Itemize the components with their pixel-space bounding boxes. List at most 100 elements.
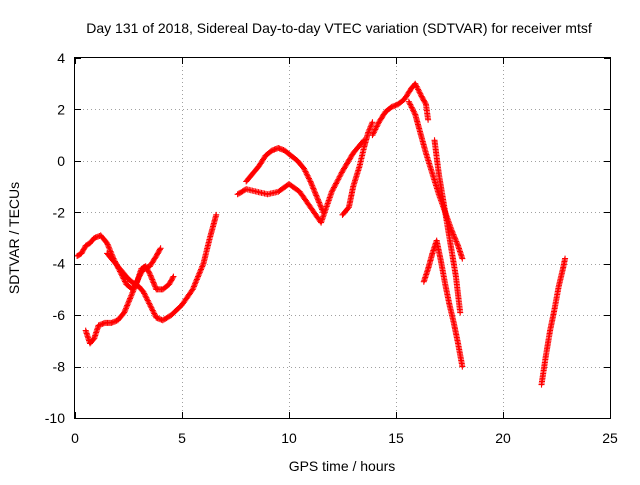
data-point <box>153 253 160 259</box>
data-point <box>338 170 345 177</box>
data-point <box>124 301 131 308</box>
data-point <box>105 242 112 249</box>
data-point <box>417 92 424 99</box>
data-point <box>312 191 319 198</box>
data-point <box>150 279 157 286</box>
data-point <box>156 246 163 253</box>
data-point <box>151 282 158 289</box>
data-point <box>167 278 174 285</box>
data-point <box>195 273 202 280</box>
data-point <box>80 246 87 253</box>
y-tick-label: -2 <box>53 204 66 220</box>
x-tick-label: 20 <box>495 430 511 446</box>
data-point <box>369 132 376 139</box>
data-point <box>169 276 176 283</box>
data-point <box>140 289 147 295</box>
data-point <box>407 103 414 109</box>
data-point <box>168 277 175 284</box>
data-point <box>417 90 424 97</box>
data-point <box>104 241 111 248</box>
data-point <box>199 262 206 269</box>
data-point <box>147 272 154 279</box>
data-point <box>78 250 85 257</box>
x-axis-label: GPS time / hours <box>289 458 396 474</box>
data-point <box>459 363 466 370</box>
data-point <box>328 188 335 195</box>
data-point <box>149 278 156 285</box>
data-point <box>562 255 569 262</box>
data-point <box>170 273 177 280</box>
data-point <box>415 87 422 94</box>
data-point <box>373 123 380 130</box>
x-tick-label: 15 <box>388 430 404 446</box>
data-point <box>151 311 158 318</box>
data-point <box>405 98 412 105</box>
data-point <box>107 248 114 255</box>
data-point <box>141 290 148 297</box>
y-tick-label: 0 <box>57 153 65 169</box>
data-point <box>156 247 163 254</box>
plot-frame <box>74 57 611 419</box>
data-point <box>198 265 205 271</box>
data-point <box>198 266 205 273</box>
data-point <box>330 184 337 191</box>
data-point <box>410 108 417 115</box>
data-point <box>331 183 338 190</box>
data-point <box>332 181 339 188</box>
y-tick-label: 4 <box>57 50 65 66</box>
data-point <box>333 180 340 187</box>
data-point <box>193 276 200 283</box>
data-series-2 <box>82 245 164 347</box>
x-tick-label: 25 <box>602 430 618 446</box>
data-point <box>420 96 427 103</box>
data-point <box>319 207 326 214</box>
data-point <box>369 119 376 126</box>
data-point <box>371 127 378 134</box>
chart-title: Day 131 of 2018, Sidereal Day-to-day VTE… <box>86 20 592 36</box>
data-point <box>318 205 325 212</box>
data-point <box>457 309 464 316</box>
data-point <box>319 206 326 213</box>
data-point <box>166 280 173 286</box>
data-point <box>81 245 88 252</box>
data-point <box>307 178 314 185</box>
data-point <box>150 280 157 287</box>
data-point <box>406 100 413 107</box>
data-point <box>192 279 199 286</box>
data-point <box>150 309 157 315</box>
data-point <box>155 249 162 256</box>
data-point <box>146 300 153 307</box>
data-point <box>306 177 313 183</box>
data-point <box>329 187 336 194</box>
data-point <box>125 299 132 306</box>
data-point <box>320 209 327 216</box>
data-point <box>407 101 414 108</box>
data-point <box>148 275 155 282</box>
data-point <box>451 234 458 241</box>
data-point <box>312 189 319 196</box>
data-point <box>126 296 133 303</box>
data-point <box>143 294 150 301</box>
data-point <box>302 168 309 175</box>
data-point <box>316 200 323 207</box>
data-point <box>190 285 197 291</box>
y-axis-label: SDTVAR / TECUs <box>6 182 22 294</box>
data-point <box>374 122 381 129</box>
data-point <box>125 298 132 305</box>
data-point <box>199 263 206 270</box>
data-point <box>410 107 417 114</box>
data-point <box>197 267 204 274</box>
data-point <box>372 126 379 133</box>
grid-lines <box>75 58 610 418</box>
data-point <box>301 167 308 173</box>
data-point <box>303 171 310 178</box>
data-point <box>106 245 113 252</box>
data-point <box>303 169 310 176</box>
data-series-11 <box>538 255 569 388</box>
data-point <box>425 116 432 123</box>
data-series-8 <box>405 98 466 262</box>
data-point <box>122 305 129 312</box>
data-series-5 <box>243 145 327 216</box>
